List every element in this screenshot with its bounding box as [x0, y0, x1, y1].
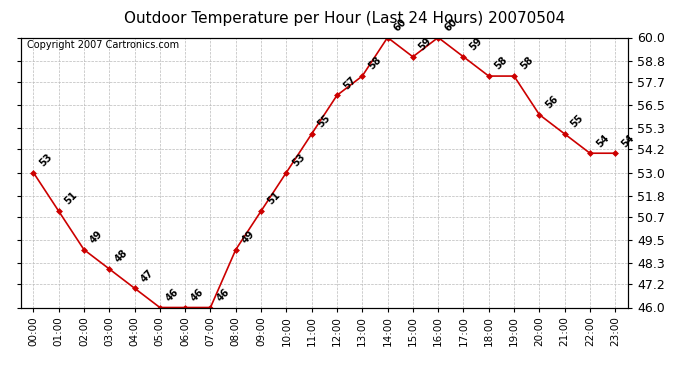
Text: 53: 53 [290, 152, 307, 168]
Text: 46: 46 [215, 287, 231, 303]
Text: 60: 60 [442, 17, 459, 33]
Text: 49: 49 [240, 229, 257, 246]
Text: 49: 49 [88, 229, 105, 246]
Text: 48: 48 [113, 248, 130, 265]
Text: 57: 57 [341, 75, 357, 91]
Text: 46: 46 [164, 287, 181, 303]
Text: 53: 53 [37, 152, 54, 168]
Text: 58: 58 [366, 55, 383, 72]
Text: 54: 54 [594, 132, 611, 149]
Text: 51: 51 [265, 190, 282, 207]
Text: Outdoor Temperature per Hour (Last 24 Hours) 20070504: Outdoor Temperature per Hour (Last 24 Ho… [124, 11, 566, 26]
Text: 46: 46 [189, 287, 206, 303]
Text: 55: 55 [569, 113, 585, 130]
Text: 58: 58 [518, 55, 535, 72]
Text: 58: 58 [493, 55, 510, 72]
Text: 59: 59 [468, 36, 484, 52]
Text: 59: 59 [417, 36, 433, 52]
Text: 55: 55 [316, 113, 333, 130]
Text: 60: 60 [392, 17, 408, 33]
Text: 54: 54 [620, 132, 636, 149]
Text: Copyright 2007 Cartronics.com: Copyright 2007 Cartronics.com [27, 40, 179, 50]
Text: 51: 51 [63, 190, 79, 207]
Text: 47: 47 [139, 267, 155, 284]
Text: 56: 56 [544, 94, 560, 111]
